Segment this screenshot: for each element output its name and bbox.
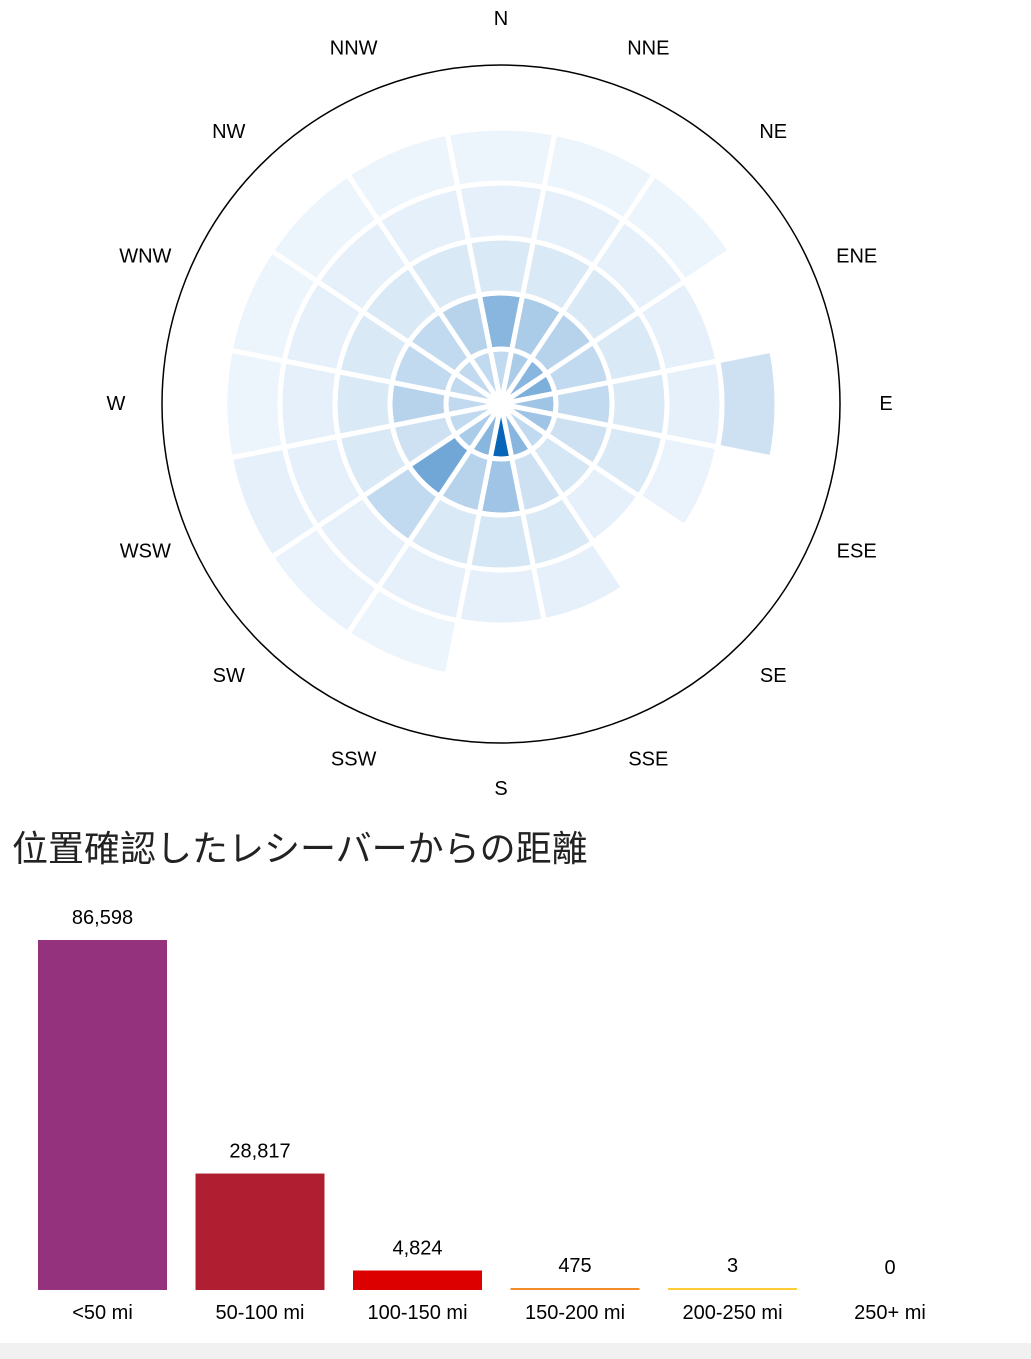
bar-value-label-0: 86,598 (72, 907, 133, 929)
direction-label-sse: SSE (628, 749, 668, 771)
direction-label-nw: NW (212, 121, 245, 143)
direction-label-nne: NNE (627, 37, 669, 59)
bar-category-label-3: 150-200 mi (525, 1302, 625, 1324)
bar-2 (353, 1270, 482, 1290)
direction-label-ssw: SSW (331, 749, 377, 771)
bar-category-label-5: 250+ mi (854, 1302, 926, 1324)
bar-category-label-0: <50 mi (72, 1302, 133, 1324)
direction-label-s: S (494, 778, 507, 800)
direction-label-sw: SW (213, 665, 245, 687)
bar-category-label-1: 50-100 mi (216, 1302, 305, 1324)
rose-cell-w-4 (222, 347, 288, 461)
direction-label-ene: ENE (836, 246, 877, 268)
rose-cell-e-3 (660, 357, 725, 451)
bar-value-label-5: 0 (884, 1257, 895, 1279)
rose-cell-n-4 (444, 125, 558, 191)
rose-outline (161, 64, 841, 744)
bar-1 (195, 1173, 325, 1290)
direction-label-w: W (107, 393, 126, 415)
bar-0 (38, 940, 167, 1290)
rose-cell-n-3 (454, 180, 548, 245)
direction-label-wnw: WNW (119, 246, 171, 268)
bar-value-label-4: 3 (727, 1255, 738, 1277)
direction-label-n: N (494, 8, 508, 30)
direction-label-wsw: WSW (120, 540, 171, 562)
direction-label-se: SE (760, 665, 787, 687)
rose-cell-ne-4 (620, 171, 734, 285)
bar-3 (510, 1288, 640, 1290)
direction-label-nnw: NNW (330, 37, 378, 59)
direction-label-ne: NE (759, 121, 787, 143)
bar-4 (668, 1288, 797, 1290)
rose-cell-ese-3 (635, 433, 721, 531)
rose-cell-w-3 (277, 357, 342, 451)
bar-category-label-2: 100-150 mi (367, 1302, 467, 1324)
bar-value-label-1: 28,817 (229, 1141, 290, 1163)
distance-bar-chart: 86,598 <50 mi 28,817 50-100 mi 4,824 100-150 … (38, 907, 926, 1324)
page-bottom-strip (0, 1343, 1031, 1359)
direction-label-ese: ESE (837, 540, 877, 562)
bar-value-label-3: 475 (558, 1255, 591, 1277)
direction-label-e: E (879, 393, 892, 415)
rose-cell-nnw-4 (344, 130, 461, 224)
bar-category-label-4: 200-250 mi (682, 1302, 782, 1324)
rose-cell-e-4 (714, 347, 780, 461)
wind-rose-chart: N NNE NE ENE E ESE SE SSE S SSW SW WSW W WNW NW NNW (107, 8, 893, 800)
distance-section-title: 位置確認したレシーバーからの距離 (12, 829, 588, 870)
rose-cell-s-3 (454, 563, 548, 628)
bar-value-label-2: 4,824 (392, 1238, 442, 1260)
